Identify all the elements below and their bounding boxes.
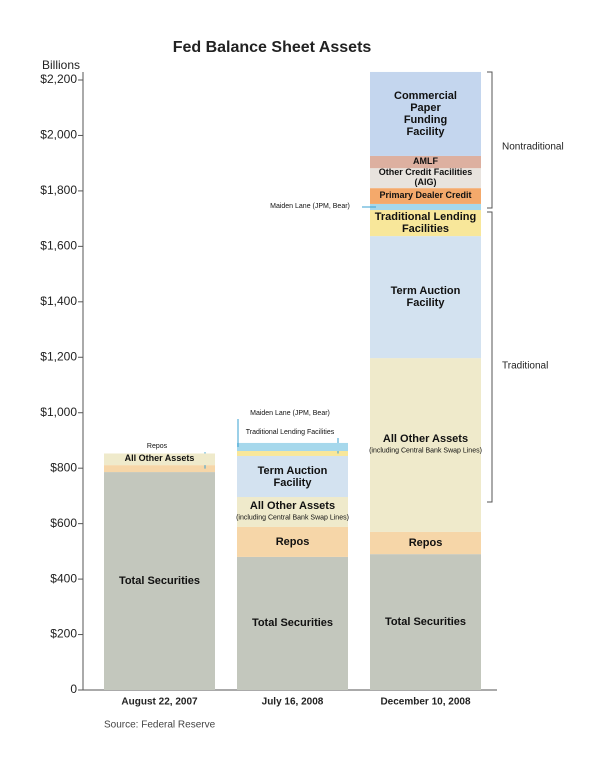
bar-segment xyxy=(370,554,481,690)
segment-label: All Other Assets xyxy=(249,499,336,512)
segment-label: Maiden Lane (JPM, Bear) xyxy=(270,203,350,211)
segment-label: Repos xyxy=(408,536,443,549)
segment-label: Term Auction Facility xyxy=(257,464,328,489)
x-tick-label: December 10, 2008 xyxy=(380,697,471,708)
bar-segment xyxy=(237,442,348,451)
bar-segment xyxy=(370,236,481,359)
bar-segment xyxy=(237,497,348,527)
x-tick-label: August 22, 2007 xyxy=(121,697,198,708)
y-tick-label: $800 xyxy=(50,460,77,474)
segment-label: Maiden Lane (JPM, Bear) xyxy=(250,410,330,418)
bar-segment xyxy=(104,472,215,690)
segment-label: Primary Dealer Credit xyxy=(379,190,472,201)
segment-label: Traditional Lending Facilities xyxy=(245,429,335,437)
y-tick-label: $1,400 xyxy=(40,294,77,308)
segment-label: Total Securities xyxy=(118,574,201,587)
y-tick-label: $1,200 xyxy=(40,349,77,363)
bar-segment xyxy=(370,531,481,555)
segment-label: Repos xyxy=(146,443,168,451)
bar-segment xyxy=(370,71,481,156)
segment-label: AMLF xyxy=(413,156,438,167)
y-tick-label: $1,600 xyxy=(40,239,77,253)
bar-segment xyxy=(370,168,481,189)
bracket xyxy=(487,71,493,209)
bar-segment xyxy=(370,188,481,204)
segment-label: Commercial Paper Funding Facility xyxy=(394,89,457,139)
x-tick-label: July 16, 2008 xyxy=(262,697,324,708)
y-tick-label: $1,000 xyxy=(40,405,77,419)
segment-label: Total Securities xyxy=(384,616,467,629)
segment-label: Other Credit Facilities (AIG) xyxy=(378,167,473,188)
segment-label: Term Auction Facility xyxy=(390,285,461,310)
bar-segment xyxy=(237,556,348,690)
bracket xyxy=(487,211,493,503)
y-axis-label: Billions xyxy=(42,58,80,72)
y-tick-label: $400 xyxy=(50,571,77,585)
bar-segment xyxy=(237,526,348,557)
bar-segment xyxy=(104,465,215,473)
y-tick-label: $1,800 xyxy=(40,183,77,197)
bar-segment xyxy=(370,155,481,169)
y-tick-label: $2,000 xyxy=(40,128,77,142)
bar-segment xyxy=(370,210,481,237)
bar-segment xyxy=(237,455,348,498)
bar-segment xyxy=(370,358,481,532)
bar-segment xyxy=(104,453,215,466)
bar-segment xyxy=(370,203,481,211)
y-tick-label: 0 xyxy=(70,682,77,696)
segment-note: (including Central Bank Swap Lines) xyxy=(236,514,349,522)
y-tick-label: $200 xyxy=(50,627,77,641)
segment-label: All Other Assets xyxy=(124,453,195,464)
y-tick-label: $600 xyxy=(50,516,77,530)
y-tick-label: $2,200 xyxy=(40,72,77,86)
segment-note: (including Central Bank Swap Lines) xyxy=(369,447,482,455)
source: Source: Federal Reserve xyxy=(104,720,216,731)
segment-label: Traditional Lending Facilities xyxy=(374,210,477,236)
annotation: Nontraditional xyxy=(502,142,564,153)
segment-label: Total Securities xyxy=(251,617,334,630)
annotation: Traditional xyxy=(502,361,548,372)
segment-label: All Other Assets xyxy=(382,432,469,445)
segment-label: Repos xyxy=(275,535,310,548)
chart-title: Fed Balance Sheet Assets xyxy=(173,39,372,56)
bar-segment xyxy=(237,450,348,456)
